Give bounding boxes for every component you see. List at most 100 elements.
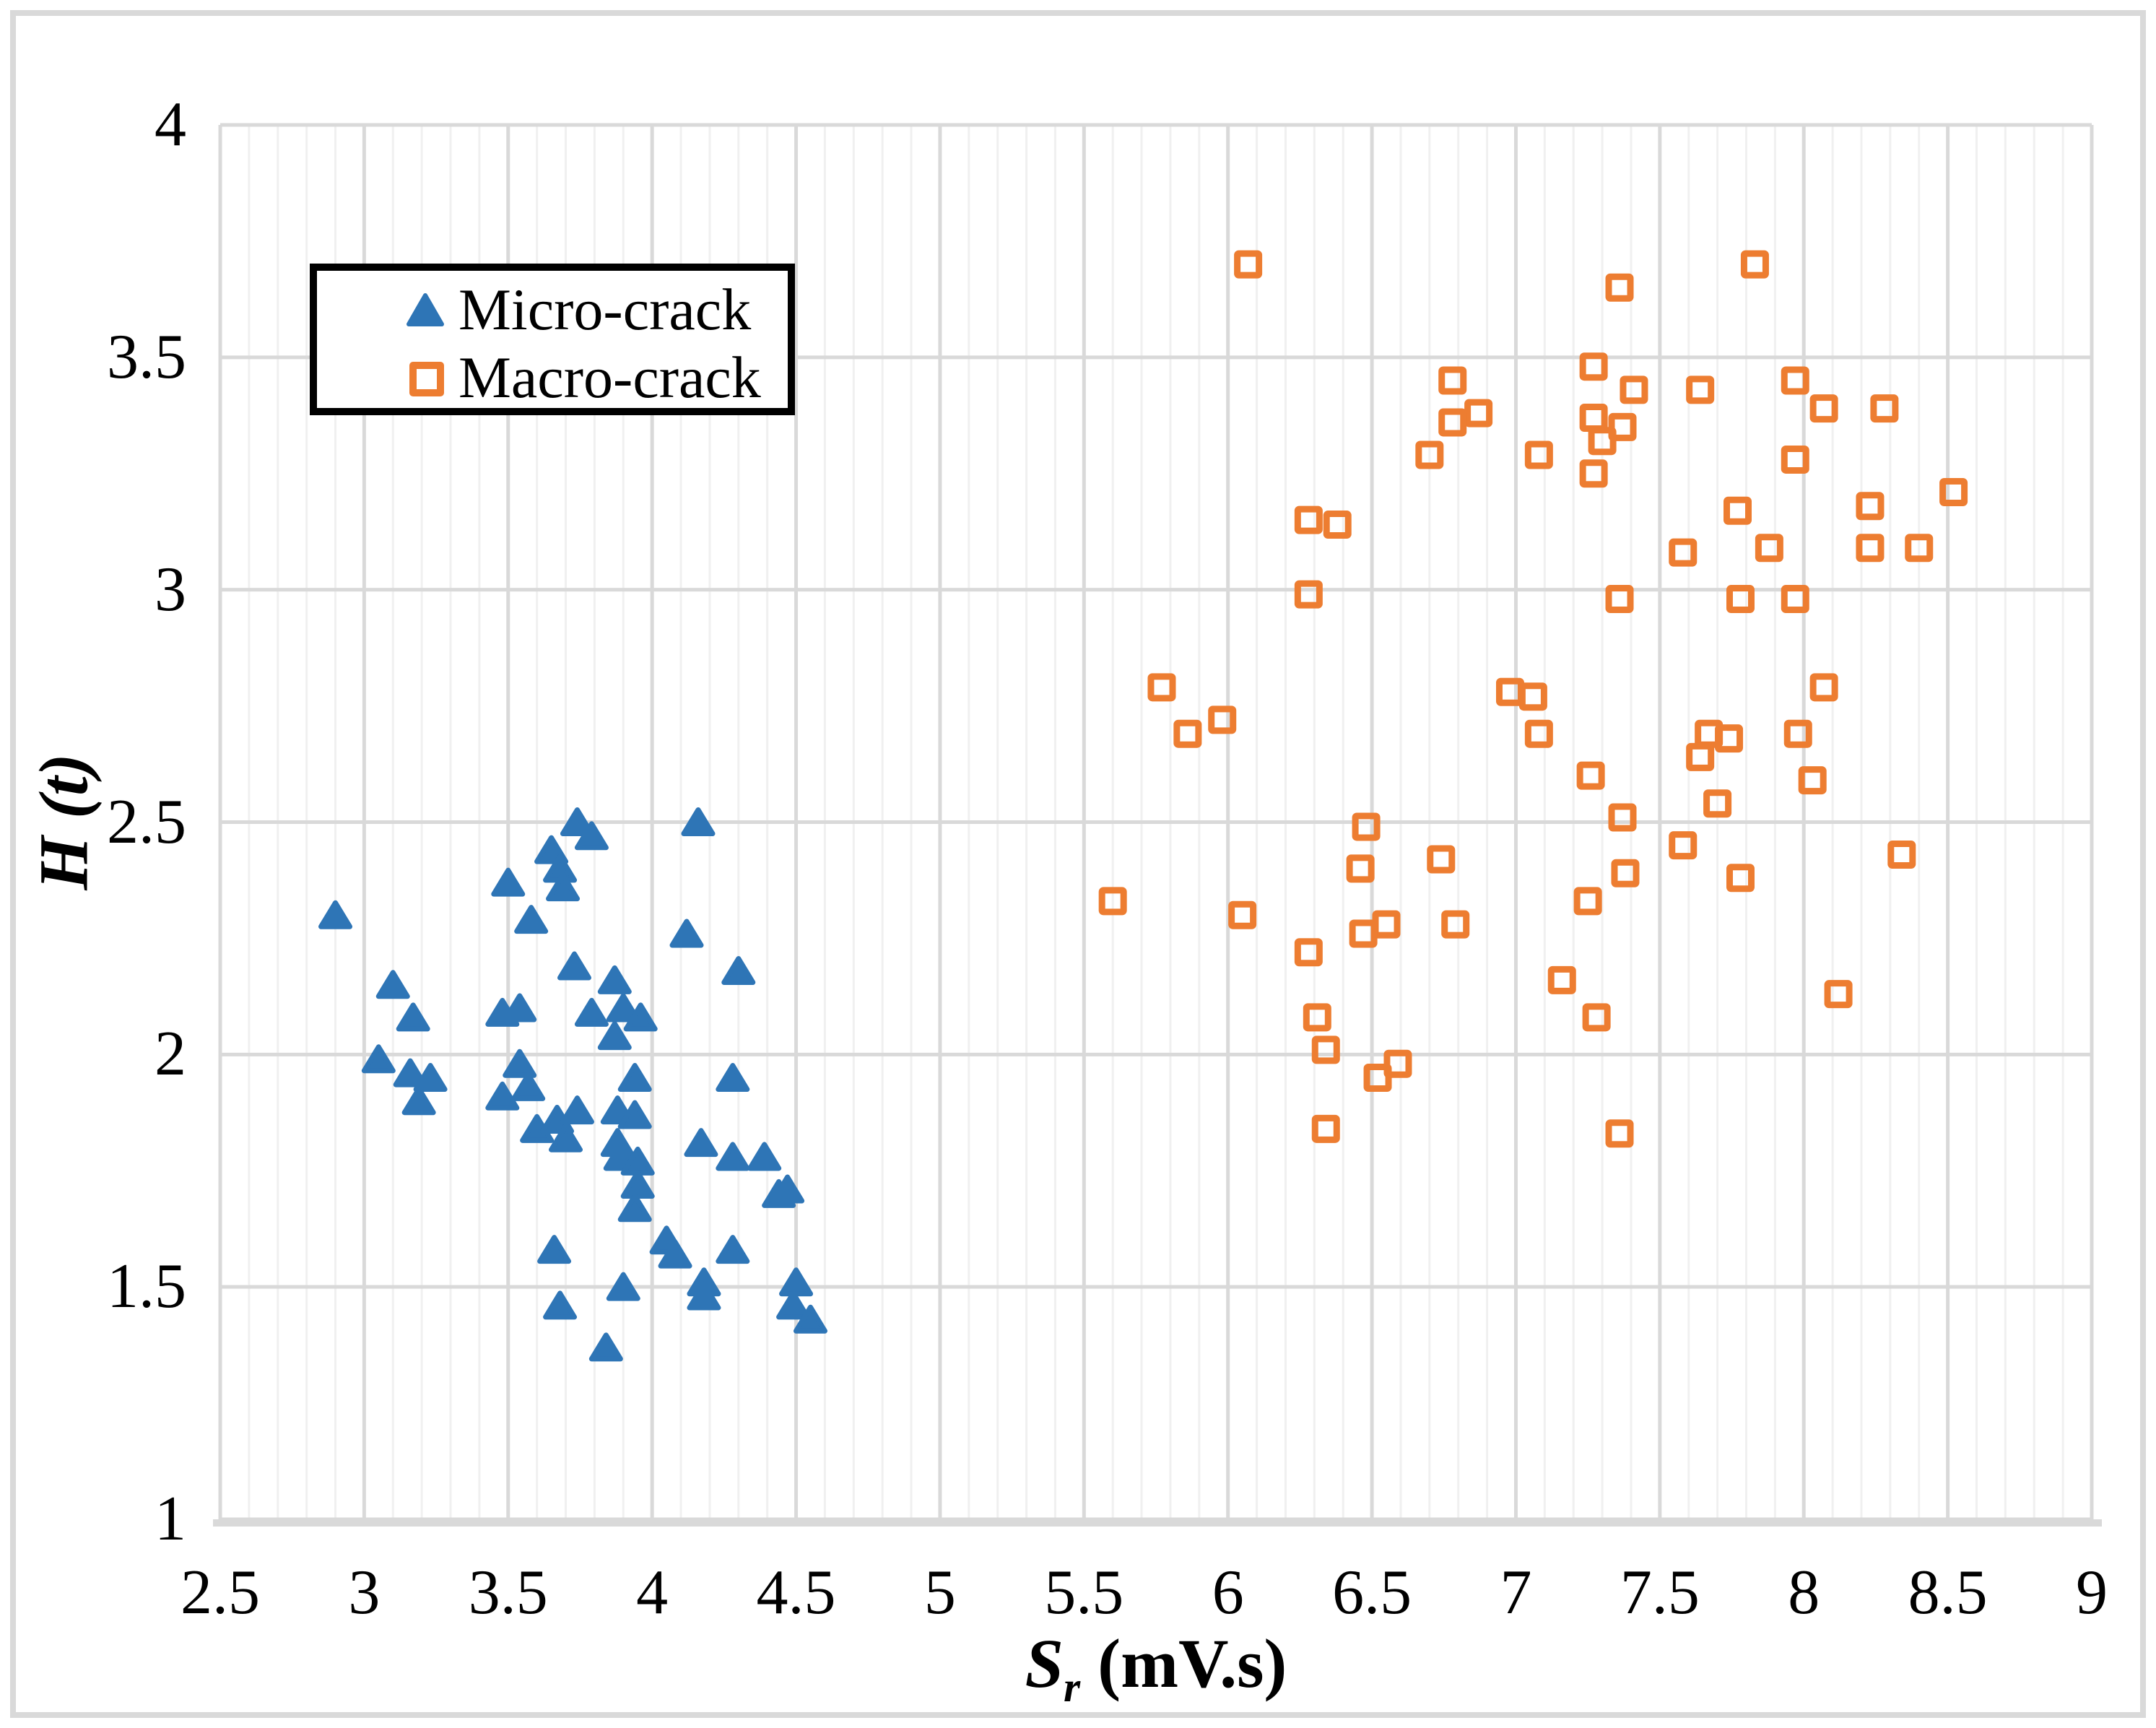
- data-point-micro-crack: [401, 1086, 436, 1116]
- data-point-macro-crack: [1438, 366, 1467, 395]
- data-point-micro-crack: [606, 993, 640, 1023]
- data-point-macro-crack: [1715, 724, 1744, 753]
- data-point-micro-crack: [574, 821, 609, 851]
- legend-item-micro-crack: Micro-crack: [317, 277, 788, 343]
- data-point-macro-crack: [1294, 580, 1323, 609]
- data-point-micro-crack: [617, 1063, 652, 1093]
- data-point-micro-crack: [617, 1100, 652, 1129]
- data-point-macro-crack: [1724, 496, 1752, 525]
- y-tick-label-3: 3: [155, 554, 186, 625]
- x-tick-label-4.5: 4.5: [756, 1558, 836, 1628]
- data-point-micro-crack: [770, 1174, 805, 1204]
- x-tick-label-2.5: 2.5: [181, 1558, 260, 1628]
- data-point-macro-crack: [1856, 534, 1885, 563]
- data-point-macro-crack: [1608, 803, 1637, 832]
- y-axis-title: H (t): [25, 753, 103, 890]
- data-point-micro-crack: [413, 1063, 448, 1093]
- x-axis-title: Sr (mV.s): [1025, 1623, 1287, 1712]
- data-point-macro-crack: [1294, 505, 1323, 534]
- x-tick-label-8: 8: [1788, 1558, 1820, 1628]
- data-point-micro-crack: [557, 951, 591, 981]
- data-point-macro-crack: [1415, 440, 1444, 469]
- data-point-macro-crack: [1824, 980, 1853, 1009]
- data-point-micro-crack: [793, 1304, 827, 1334]
- data-point-micro-crack: [361, 1044, 396, 1074]
- data-point-micro-crack: [747, 1142, 782, 1171]
- y-tick-label-4: 4: [155, 90, 186, 160]
- data-point-micro-crack: [776, 1290, 811, 1320]
- data-point-macro-crack: [1234, 250, 1263, 279]
- data-point-micro-crack: [514, 905, 549, 934]
- data-point-micro-crack: [503, 1048, 537, 1078]
- data-point-macro-crack: [1611, 859, 1640, 887]
- data-point-micro-crack: [396, 1002, 430, 1032]
- x-tick-label-7: 7: [1500, 1558, 1532, 1628]
- data-point-micro-crack: [511, 1072, 546, 1101]
- data-point-macro-crack: [1856, 492, 1885, 521]
- data-point-micro-crack: [669, 919, 704, 948]
- data-point-macro-crack: [1605, 585, 1634, 614]
- data-point-macro-crack: [1303, 1003, 1331, 1032]
- data-point-micro-crack: [537, 1235, 572, 1264]
- data-point-macro-crack: [1346, 854, 1375, 883]
- data-point-micro-crack: [620, 1170, 655, 1199]
- data-point-macro-crack: [1372, 910, 1401, 939]
- data-point-macro-crack: [1605, 273, 1634, 302]
- data-point-macro-crack: [1582, 1003, 1611, 1032]
- data-point-macro-crack: [1464, 399, 1493, 427]
- y-tick-label-3.5: 3.5: [107, 321, 186, 392]
- triangle-icon: [407, 293, 444, 326]
- data-point-micro-crack: [681, 807, 716, 836]
- data-point-macro-crack: [1783, 719, 1812, 748]
- data-point-macro-crack: [1686, 375, 1715, 404]
- square-icon: [409, 362, 444, 396]
- y-tick-label-2.5: 2.5: [107, 786, 186, 857]
- data-point-micro-crack: [560, 1095, 594, 1125]
- data-point-micro-crack: [658, 1239, 692, 1269]
- data-point-macro-crack: [1173, 719, 1202, 748]
- data-point-macro-crack: [1573, 887, 1602, 916]
- x-tick-label-3.5: 3.5: [468, 1558, 548, 1628]
- y-tick-label-1.5: 1.5: [107, 1251, 186, 1322]
- x-tick-label-8.5: 8.5: [1908, 1558, 1988, 1628]
- data-point-macro-crack: [1726, 864, 1755, 893]
- x-tick-label-6: 6: [1212, 1558, 1244, 1628]
- legend-item-macro-crack: Macro-crack: [317, 344, 788, 411]
- data-point-micro-crack: [716, 1235, 750, 1264]
- data-point-macro-crack: [1755, 534, 1783, 563]
- data-point-micro-crack: [597, 1021, 632, 1051]
- x-axis-symbol: S: [1025, 1625, 1064, 1702]
- data-point-macro-crack: [1579, 459, 1608, 488]
- data-point-macro-crack: [1798, 766, 1827, 795]
- data-point-micro-crack: [779, 1267, 814, 1297]
- data-point-macro-crack: [1518, 682, 1547, 711]
- data-point-micro-crack: [623, 1002, 658, 1032]
- data-point-micro-crack: [574, 997, 609, 1027]
- x-axis-subscript: r: [1064, 1663, 1081, 1711]
- data-point-micro-crack: [393, 1058, 427, 1087]
- data-point-micro-crack: [716, 1063, 750, 1093]
- data-point-micro-crack: [606, 1272, 640, 1301]
- x-tick-label-6.5: 6.5: [1332, 1558, 1412, 1628]
- data-point-macro-crack: [1524, 719, 1553, 748]
- x-tick-label-7.5: 7.5: [1620, 1558, 1700, 1628]
- y-tick-label-2: 2: [155, 1019, 186, 1090]
- data-point-macro-crack: [1147, 673, 1176, 702]
- data-point-macro-crack: [1438, 408, 1467, 437]
- data-point-macro-crack: [1870, 394, 1899, 423]
- data-point-macro-crack: [1781, 445, 1809, 474]
- data-point-micro-crack: [721, 955, 756, 985]
- data-point-micro-crack: [716, 1142, 750, 1171]
- data-point-macro-crack: [1686, 742, 1715, 771]
- data-point-micro-crack: [543, 1290, 578, 1320]
- data-point-macro-crack: [1427, 845, 1456, 874]
- data-point-micro-crack: [687, 1281, 721, 1311]
- y-tick-label-1: 1: [155, 1484, 186, 1554]
- data-point-micro-crack: [588, 1332, 623, 1362]
- data-point-macro-crack: [1311, 1114, 1340, 1143]
- data-point-macro-crack: [1887, 841, 1916, 869]
- data-point-macro-crack: [1579, 352, 1608, 381]
- data-point-macro-crack: [1323, 511, 1352, 539]
- data-point-macro-crack: [1669, 538, 1698, 567]
